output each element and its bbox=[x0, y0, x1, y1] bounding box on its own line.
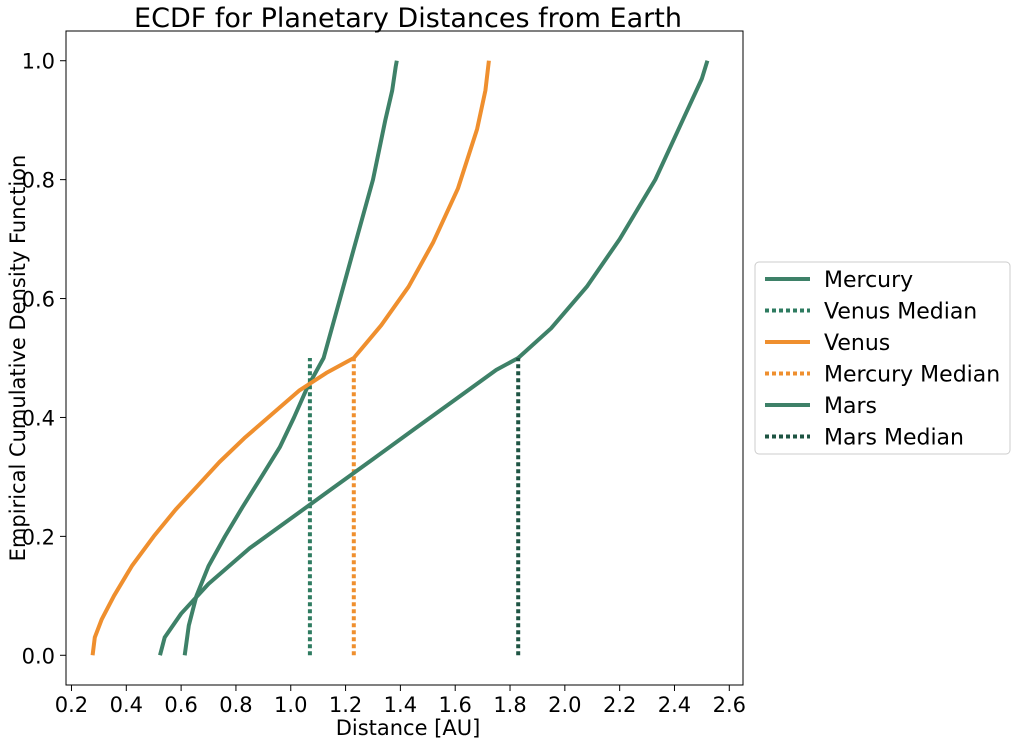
legend-label-mars-median: Mars Median bbox=[824, 426, 964, 451]
y-axis: 0.0 0.2 0.4 0.6 0.8 1.0 bbox=[22, 50, 66, 668]
legend-label-mercury: Mercury bbox=[824, 268, 913, 293]
legend-frame bbox=[754, 261, 1011, 455]
x-tick-label: 0.6 bbox=[164, 693, 197, 717]
y-tick-label: 1.0 bbox=[22, 50, 55, 74]
x-tick-label: 1.2 bbox=[329, 693, 362, 717]
y-tick-label: 0.0 bbox=[22, 644, 55, 668]
series-line-venus bbox=[90, 60, 491, 656]
legend-label-mercury-median: Mercury Median bbox=[824, 363, 1000, 388]
chart-title: ECDF for Planetary Distances from Earth bbox=[134, 3, 682, 34]
x-tick-label: 2.4 bbox=[658, 693, 691, 717]
x-tick-label: 1.6 bbox=[439, 693, 472, 717]
x-tick-label: 0.8 bbox=[219, 693, 252, 717]
x-tick-label: 1.8 bbox=[493, 693, 526, 717]
legend-label-mars: Mars bbox=[824, 394, 877, 419]
y-tick-label: 0.6 bbox=[22, 288, 55, 312]
x-tick-label: 1.4 bbox=[384, 693, 417, 717]
x-axis: 0.2 0.4 0.6 0.8 1.0 1.2 1.4 1.6 1.8 2.0 2.2 2.4 2.6 bbox=[55, 685, 746, 717]
y-tick-label: 0.4 bbox=[22, 406, 55, 430]
x-tick-label: 0.4 bbox=[110, 693, 143, 717]
x-axis-title: Distance [AU] bbox=[336, 716, 481, 740]
x-tick-label: 0.2 bbox=[55, 693, 88, 717]
plot-frame bbox=[65, 30, 744, 686]
x-tick-label: 2.0 bbox=[548, 693, 581, 717]
legend-label-venus: Venus bbox=[824, 331, 890, 356]
legend: Mercury Venus Median Venus Mercury Median Ma… bbox=[754, 261, 1011, 455]
y-axis-title: Empirical Cumulative Density Function bbox=[6, 155, 30, 562]
series-line-mercury bbox=[182, 60, 399, 656]
x-tick-label: 2.2 bbox=[603, 693, 636, 717]
x-tick-label: 2.6 bbox=[713, 693, 746, 717]
y-tick-label: 0.8 bbox=[22, 169, 55, 193]
legend-label-venus-median: Venus Median bbox=[824, 300, 977, 325]
plot-area bbox=[90, 60, 710, 656]
y-tick-label: 0.2 bbox=[22, 525, 55, 549]
series-line-mars bbox=[158, 60, 710, 656]
x-tick-label: 1.0 bbox=[274, 693, 307, 717]
